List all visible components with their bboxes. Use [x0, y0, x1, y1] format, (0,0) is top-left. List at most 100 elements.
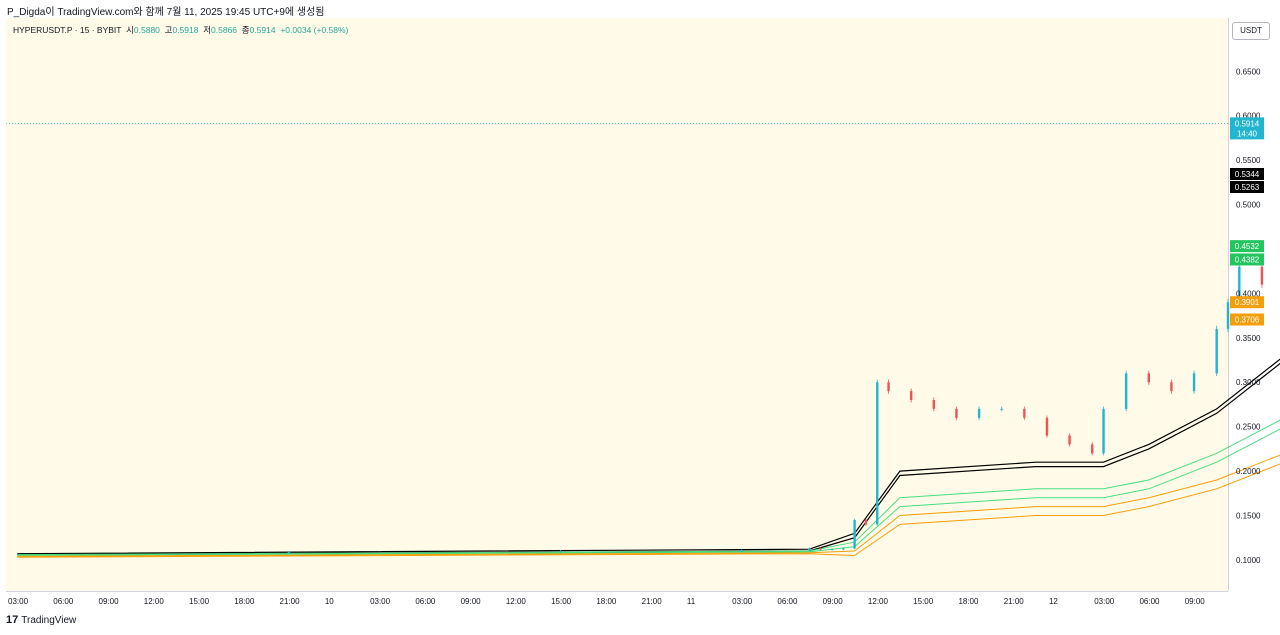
symbol-name: HYPERUSDT.P · 15 · BYBIT — [13, 25, 122, 35]
x-tick-label: 18:00 — [234, 597, 255, 606]
tradingview-logo-icon: 17 — [6, 614, 19, 626]
y-tick-label: 0.3000 — [1236, 378, 1261, 387]
open-label: 시 — [126, 25, 134, 35]
candle-body — [819, 548, 822, 550]
indicator-line-4 — [17, 454, 1280, 557]
x-tick-label: 10 — [325, 597, 334, 606]
candle-body — [887, 382, 890, 392]
close-value: 0.5914 — [249, 25, 276, 35]
candle-body — [1226, 302, 1230, 329]
y-tick-label: 0.2000 — [1236, 467, 1261, 476]
time-axis[interactable] — [6, 591, 1228, 612]
candle-body — [1091, 444, 1094, 454]
x-tick-label: 09:00 — [823, 597, 844, 606]
x-tick-label: 18:00 — [596, 597, 617, 606]
candle-body — [1215, 328, 1218, 374]
candle-body — [909, 391, 913, 400]
candle-body — [1068, 435, 1071, 445]
y-tick-label: 0.5000 — [1236, 201, 1261, 210]
candle-body — [1238, 266, 1241, 303]
indicator-line-2 — [17, 419, 1280, 556]
candle-body — [1124, 373, 1128, 409]
candle-body — [876, 382, 879, 525]
y-tick-label: 0.1500 — [1236, 511, 1261, 520]
y-tick-label: 0.2500 — [1236, 423, 1261, 432]
x-tick-label: 06:00 — [777, 597, 798, 606]
chart-area[interactable] — [6, 18, 1228, 591]
high-value: 0.5918 — [172, 25, 199, 35]
candle-body — [977, 408, 981, 418]
price-tag — [1230, 313, 1264, 326]
currency-selector[interactable]: USDT — [1232, 22, 1270, 40]
price-tag-sublabel: 14:40 — [1237, 129, 1258, 138]
x-tick-label: 15:00 — [913, 597, 934, 606]
footer-brand: TradingView — [21, 614, 77, 626]
indicator-line-5 — [17, 463, 1280, 558]
x-tick-label: 12:00 — [868, 597, 889, 606]
candle-body — [1000, 408, 1003, 410]
price-tag — [1230, 296, 1264, 309]
x-tick-label: 11 — [687, 597, 696, 606]
candle-body — [559, 551, 562, 553]
x-tick-label: 18:00 — [958, 597, 979, 606]
x-tick-label: 15:00 — [551, 597, 572, 606]
y-tick-label: 0.3500 — [1236, 334, 1261, 343]
header-text: P_Digda이 TradingView.com와 함께 7월 11, 2025… — [7, 7, 325, 18]
candle-body — [1023, 408, 1026, 418]
x-tick-label: 21:00 — [280, 597, 301, 606]
price-tag — [1230, 117, 1264, 140]
price-tag-label: 0.4382 — [1235, 255, 1260, 264]
y-tick-label: 0.4000 — [1236, 289, 1261, 298]
change-value: +0.0034 (+0.58%) — [280, 25, 349, 35]
candle-body — [932, 400, 936, 409]
candle-body — [1045, 417, 1049, 436]
symbol-legend: HYPERUSDT.P · 15 · BYBIT 시0.5880 고0.5918… — [13, 24, 348, 36]
x-tick-label: 03:00 — [8, 597, 29, 606]
x-tick-label: 06:00 — [53, 597, 74, 606]
x-tick-label: 03:00 — [732, 597, 753, 606]
candle-body — [808, 548, 811, 551]
indicator-line-0 — [17, 358, 1280, 555]
x-tick-label: 21:00 — [642, 597, 663, 606]
price-tag — [1230, 167, 1264, 180]
x-tick-label: 21:00 — [1004, 597, 1025, 606]
close-label: 종 — [241, 25, 250, 35]
x-tick-label: 03:00 — [1094, 597, 1115, 606]
candle-body — [1192, 373, 1196, 392]
candle-body — [830, 549, 834, 551]
price-tag — [1230, 240, 1264, 253]
footer: 17 TradingView — [6, 614, 76, 626]
y-tick-label: 0.5500 — [1236, 156, 1261, 165]
price-tag-label: 0.5344 — [1235, 170, 1260, 179]
x-tick-label: 09:00 — [1185, 597, 1206, 606]
low-label: 저 — [203, 25, 212, 35]
candle-body — [1260, 266, 1264, 285]
x-tick-label: 06:00 — [1139, 597, 1160, 606]
x-tick-label: 12:00 — [144, 597, 165, 606]
x-tick-label: 15:00 — [189, 597, 210, 606]
candle-body — [287, 551, 291, 553]
candle-body — [955, 408, 958, 418]
price-tag-label: 0.3706 — [1235, 316, 1260, 325]
open-value: 0.5880 — [133, 25, 160, 35]
price-tag-label: 0.4532 — [1235, 242, 1260, 251]
candle-body — [1170, 382, 1173, 392]
y-tick-label: 0.1000 — [1236, 556, 1261, 565]
x-tick-label: 09:00 — [461, 597, 482, 606]
high-label: 고 — [164, 25, 173, 35]
header-strip: P_Digda이 TradingView.com와 함께 7월 11, 2025… — [0, 0, 1280, 18]
x-tick-label: 06:00 — [415, 597, 436, 606]
price-tag-label: 0.5914 — [1235, 119, 1260, 128]
indicator-line-3 — [17, 428, 1280, 556]
candle-body — [1147, 373, 1150, 383]
price-tag — [1230, 180, 1264, 193]
x-tick-label: 03:00 — [370, 597, 391, 606]
y-tick-label: 0.6000 — [1236, 112, 1261, 121]
price-tag-label: 0.5263 — [1235, 183, 1260, 192]
x-tick-label: 12:00 — [506, 597, 527, 606]
candle-body — [864, 519, 868, 525]
low-value: 0.5866 — [211, 25, 238, 35]
x-tick-label: 09:00 — [99, 597, 120, 606]
indicator-line-1 — [17, 362, 1280, 556]
